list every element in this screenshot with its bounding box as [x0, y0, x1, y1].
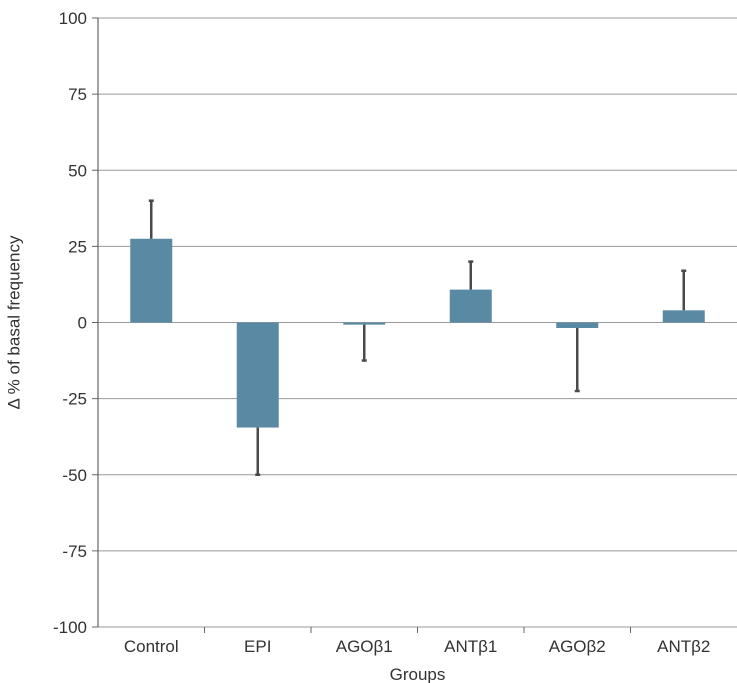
y-tick-label: 75: [68, 85, 87, 104]
error-bars: [148, 199, 687, 476]
y-tick-label: 25: [68, 237, 87, 256]
bar: [343, 322, 386, 325]
bar: [556, 322, 599, 328]
bar: [662, 310, 705, 323]
bars: [130, 238, 705, 428]
bar: [236, 322, 279, 428]
y-tick-label: -50: [62, 466, 87, 485]
y-tick-label: -25: [62, 390, 87, 409]
y-tick-label: 100: [59, 9, 87, 28]
y-tick-label: -75: [62, 542, 87, 561]
y-axis-title: Δ % of basal frequency: [5, 235, 24, 409]
y-tick-label: -100: [53, 618, 87, 637]
x-tick-label: EPI: [244, 637, 271, 656]
x-tick-label: ANTβ1: [444, 637, 497, 656]
x-tick-label: AGOβ2: [549, 637, 606, 656]
x-axis-title: Groups: [390, 665, 446, 683]
y-tick-labels: 100 75 50 25 0 -25 -50 -75 -100: [53, 9, 87, 637]
bar: [130, 238, 173, 323]
x-tick-labels: Control EPI AGOβ1 ANTβ1 AGOβ2 ANTβ2: [124, 637, 711, 656]
x-tick-label: AGOβ1: [336, 637, 393, 656]
gridlines: [98, 17, 737, 628]
axes: [92, 17, 631, 633]
x-tick-label: ANTβ2: [657, 637, 710, 656]
y-tick-label: 50: [68, 161, 87, 180]
bar: [449, 289, 492, 323]
x-tick-label: Control: [124, 637, 179, 656]
y-tick-label: 0: [78, 314, 87, 333]
